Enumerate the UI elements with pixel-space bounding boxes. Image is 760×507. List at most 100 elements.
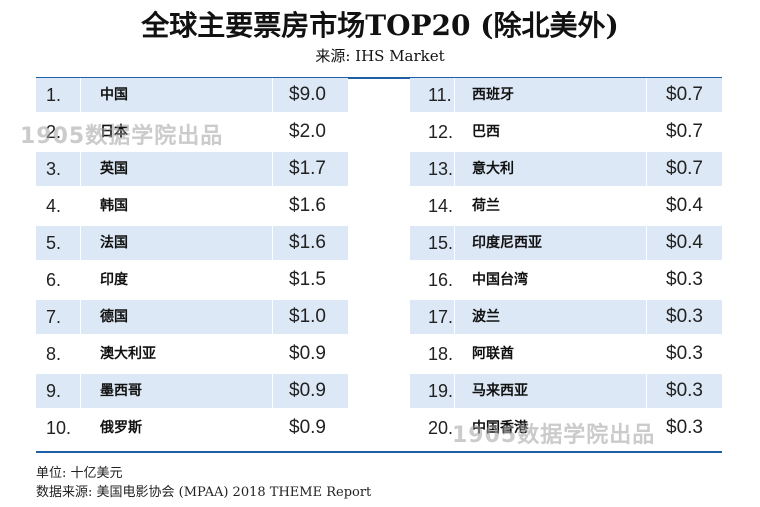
page-title: 全球主要票房市场TOP20 (除北美外) xyxy=(141,9,619,42)
rank-cell: 13. xyxy=(428,159,454,179)
rank-cell: 18. xyxy=(428,344,454,364)
rank-cell: 10. xyxy=(46,418,72,438)
rank-cell: 17. xyxy=(428,307,454,327)
market-name-cell: 俄罗斯 xyxy=(100,420,142,436)
column-divider xyxy=(454,189,455,223)
column-divider xyxy=(80,300,81,334)
ranking-table: 1. 中国 $9.0 11. 西班牙 $0.7 2. 日本 $2.0 12. 巴西 $0.7 3. 英国 $… xyxy=(36,78,722,448)
column-divider xyxy=(454,226,455,260)
table-cell-group-right: 13. 意大利 $0.7 xyxy=(410,152,722,186)
rank-cell: 2. xyxy=(46,122,62,142)
table-row: 6. 印度 $1.5 16. 中国台湾 $0.3 xyxy=(36,263,722,300)
box-office-value-cell: $0.7 xyxy=(666,121,703,142)
table-cell-group-right: 18. 阿联酋 $0.3 xyxy=(410,337,722,371)
table-cell-group-right: 19. 马来西亚 $0.3 xyxy=(410,374,722,408)
market-name-cell: 中国 xyxy=(100,87,128,103)
table-row: 2. 日本 $2.0 12. 巴西 $0.7 xyxy=(36,115,722,152)
market-name-cell: 墨西哥 xyxy=(100,383,142,399)
column-divider xyxy=(646,226,647,260)
market-name-cell: 英国 xyxy=(100,161,128,177)
column-divider xyxy=(272,374,273,408)
box-office-value-cell: $1.6 xyxy=(289,195,326,216)
column-divider xyxy=(80,78,81,112)
rank-cell: 14. xyxy=(428,196,454,216)
column-divider xyxy=(646,337,647,371)
box-office-value-cell: $0.7 xyxy=(666,158,703,179)
table-cell-group-left: 3. 英国 $1.7 xyxy=(36,152,348,186)
column-divider xyxy=(646,115,647,149)
column-divider xyxy=(454,300,455,334)
column-divider xyxy=(646,189,647,223)
table-cell-group-left: 9. 墨西哥 $0.9 xyxy=(36,374,348,408)
table-row: 1. 中国 $9.0 11. 西班牙 $0.7 xyxy=(36,78,722,115)
table-cell-group-right: 14. 荷兰 $0.4 xyxy=(410,189,722,223)
column-divider xyxy=(646,374,647,408)
rank-cell: 5. xyxy=(46,233,62,253)
table-cell-group-right: 20. 中国香港 $0.3 xyxy=(410,411,722,445)
rank-cell: 7. xyxy=(46,307,62,327)
table-row: 8. 澳大利亚 $0.9 18. 阿联酋 $0.3 xyxy=(36,337,722,374)
column-divider xyxy=(80,374,81,408)
column-divider xyxy=(454,374,455,408)
column-divider xyxy=(272,263,273,297)
column-divider xyxy=(454,78,455,112)
rank-cell: 16. xyxy=(428,270,454,290)
footer-unit: 单位: 十亿美元 xyxy=(36,466,123,481)
box-office-value-cell: $9.0 xyxy=(289,84,326,105)
watermark-top: 1905数据学院出品 xyxy=(20,124,224,149)
table-cell-group-right: 15. 印度尼西亚 $0.4 xyxy=(410,226,722,260)
column-divider xyxy=(454,411,455,445)
market-name-cell: 韩国 xyxy=(100,198,128,214)
box-office-value-cell: $0.9 xyxy=(289,417,326,438)
table-row: 3. 英国 $1.7 13. 意大利 $0.7 xyxy=(36,152,722,189)
box-office-value-cell: $0.3 xyxy=(666,380,703,401)
column-divider xyxy=(646,263,647,297)
market-name-cell: 西班牙 xyxy=(472,87,514,103)
column-divider xyxy=(272,300,273,334)
rank-cell: 4. xyxy=(46,196,62,216)
column-divider xyxy=(454,152,455,186)
top-rule xyxy=(36,77,722,79)
column-divider xyxy=(454,263,455,297)
column-divider xyxy=(646,78,647,112)
box-office-value-cell: $0.9 xyxy=(289,380,326,401)
column-divider xyxy=(80,189,81,223)
rank-cell: 6. xyxy=(46,270,62,290)
column-divider xyxy=(80,263,81,297)
table-cell-group-right: 11. 西班牙 $0.7 xyxy=(410,78,722,112)
column-divider xyxy=(646,152,647,186)
market-name-cell: 意大利 xyxy=(472,161,514,177)
box-office-value-cell: $0.4 xyxy=(666,232,703,253)
column-divider xyxy=(272,189,273,223)
table-row: 5. 法国 $1.6 15. 印度尼西亚 $0.4 xyxy=(36,226,722,263)
market-name-cell: 马来西亚 xyxy=(472,383,528,399)
column-divider xyxy=(272,152,273,186)
box-office-value-cell: $1.0 xyxy=(289,306,326,327)
market-name-cell: 巴西 xyxy=(472,124,500,140)
table-row: 10. 俄罗斯 $0.9 20. 中国香港 $0.3 xyxy=(36,411,722,448)
market-name-cell: 澳大利亚 xyxy=(100,346,156,362)
column-divider xyxy=(80,152,81,186)
column-divider xyxy=(80,115,81,149)
box-office-value-cell: $0.3 xyxy=(666,269,703,290)
column-divider xyxy=(454,115,455,149)
box-office-value-cell: $0.3 xyxy=(666,306,703,327)
box-office-value-cell: $0.9 xyxy=(289,343,326,364)
market-name-cell: 阿联酋 xyxy=(472,346,514,362)
bottom-rule xyxy=(36,451,722,453)
table-cell-group-left: 1. 中国 $9.0 xyxy=(36,78,348,112)
box-office-value-cell: $1.7 xyxy=(289,158,326,179)
market-name-cell: 波兰 xyxy=(472,309,500,325)
rank-cell: 15. xyxy=(428,233,454,253)
box-office-value-cell: $0.4 xyxy=(666,195,703,216)
table-cell-group-left: 2. 日本 $2.0 xyxy=(36,115,348,149)
table-cell-group-right: 16. 中国台湾 $0.3 xyxy=(410,263,722,297)
rank-cell: 20. xyxy=(428,418,454,438)
column-divider xyxy=(272,226,273,260)
table-cell-group-left: 4. 韩国 $1.6 xyxy=(36,189,348,223)
column-divider xyxy=(272,411,273,445)
column-divider xyxy=(80,337,81,371)
market-name-cell: 印度 xyxy=(100,272,128,288)
box-office-value-cell: $0.3 xyxy=(666,343,703,364)
table-cell-group-left: 10. 俄罗斯 $0.9 xyxy=(36,411,348,445)
